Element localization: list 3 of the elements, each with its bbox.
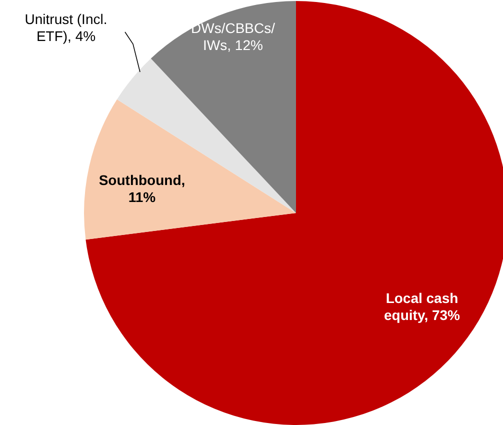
slice-label: Unitrust (Incl. ETF), 4% (24, 11, 108, 44)
slice-label: Southbound, 11% (98, 172, 186, 205)
slice-label: Local cash equity, 73% (384, 290, 460, 323)
